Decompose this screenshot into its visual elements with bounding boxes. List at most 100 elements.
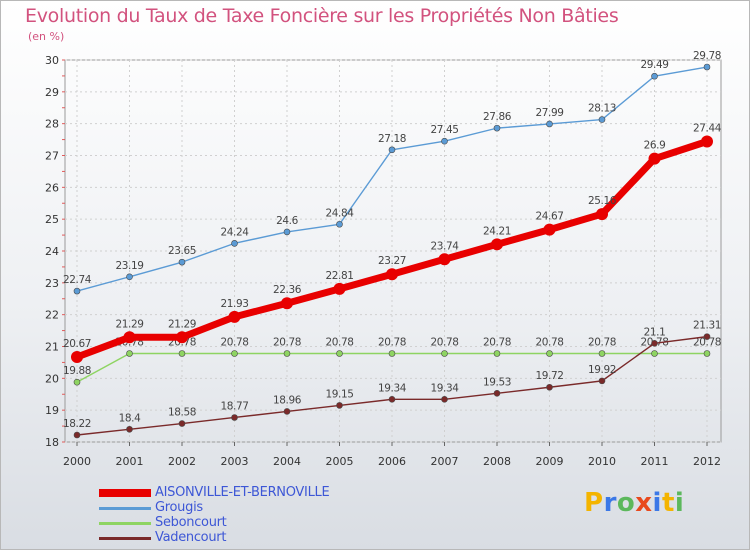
data-label: 26.9 — [644, 140, 666, 152]
y-tick-label: 26 — [45, 181, 59, 194]
logo-letter: t — [661, 488, 675, 518]
data-label: 19.15 — [325, 388, 353, 400]
data-label: 20.78 — [483, 337, 511, 349]
legend-item: AISONVILLE-ET-BERNOVILLE — [99, 485, 379, 501]
data-point — [178, 420, 186, 427]
data-label: 18.96 — [273, 394, 302, 406]
y-tick-label: 22 — [45, 309, 59, 322]
data-label: 20.78 — [378, 337, 406, 349]
data-point — [73, 431, 81, 439]
data-point — [231, 240, 238, 247]
data-label: 29.78 — [693, 50, 721, 62]
data-point — [598, 116, 606, 123]
logo-letter: P — [584, 488, 604, 518]
x-tick-label: 2003 — [221, 455, 249, 468]
data-point — [651, 72, 658, 80]
data-point — [493, 350, 501, 357]
data-point — [648, 152, 661, 165]
data-label: 27.44 — [693, 122, 722, 134]
data-point — [336, 220, 343, 228]
data-point — [231, 350, 238, 357]
x-tick-label: 2007 — [431, 455, 459, 468]
data-point — [438, 253, 451, 266]
logo-letter: x — [635, 488, 653, 518]
x-tick-label: 2010 — [588, 455, 616, 468]
data-point — [333, 282, 346, 295]
data-label: 24.21 — [483, 225, 511, 237]
legend-label: AISONVILLE-ET-BERNOVILLE — [155, 485, 330, 500]
data-point — [231, 414, 238, 421]
data-label: 19.34 — [430, 382, 459, 394]
data-point — [493, 124, 501, 132]
data-label: 25.16 — [588, 195, 617, 207]
legend-swatch — [99, 507, 151, 510]
data-point — [228, 310, 241, 323]
data-label: 23.27 — [378, 255, 406, 267]
data-point — [178, 258, 186, 266]
data-label: 27.45 — [430, 124, 458, 136]
y-tick-label: 27 — [45, 150, 59, 163]
y-tick-label: 18 — [45, 436, 59, 449]
data-point — [123, 331, 136, 344]
data-point — [126, 425, 133, 433]
legend-label: Seboncourt — [155, 515, 227, 530]
data-point — [73, 287, 81, 295]
y-tick-label: 30 — [45, 54, 59, 67]
legend-label: Vadencourt — [155, 530, 227, 545]
data-point — [441, 137, 448, 145]
data-label: 20.78 — [220, 337, 248, 349]
data-point — [336, 402, 343, 409]
data-point — [598, 350, 606, 357]
data-point — [491, 238, 503, 251]
data-point — [71, 351, 83, 364]
data-label: 19.88 — [63, 365, 91, 377]
data-point — [651, 340, 658, 347]
data-point — [651, 350, 658, 357]
x-tick-label: 2005 — [326, 455, 354, 468]
data-point — [546, 383, 553, 391]
data-label: 24.67 — [535, 211, 563, 223]
data-point — [598, 377, 606, 385]
data-label: 20.78 — [535, 337, 563, 349]
data-label: 29.49 — [640, 59, 668, 71]
data-label: 23.19 — [115, 260, 143, 272]
data-label: 22.36 — [273, 284, 302, 296]
y-tick-label: 24 — [45, 245, 59, 258]
legend-item: Vadencourt — [99, 530, 379, 546]
legend-swatch — [99, 522, 151, 525]
proxiti-logo: Proxiti — [584, 488, 684, 518]
y-tick-label: 28 — [45, 118, 59, 131]
data-point — [703, 350, 711, 357]
data-point — [178, 350, 186, 357]
x-tick-label: 2011 — [641, 455, 669, 468]
data-point — [596, 208, 608, 221]
data-label: 21.1 — [644, 326, 666, 338]
data-label: 23.65 — [168, 245, 196, 257]
data-label: 21.31 — [693, 320, 721, 332]
data-label: 24.84 — [325, 207, 354, 219]
data-label: 18.4 — [119, 412, 141, 424]
data-label: 20.78 — [273, 337, 301, 349]
data-label: 23.74 — [430, 240, 459, 252]
data-point — [388, 396, 396, 403]
data-label: 18.22 — [63, 418, 91, 430]
y-tick-label: 19 — [45, 404, 59, 417]
data-label: 21.93 — [220, 298, 248, 310]
data-label: 19.34 — [378, 382, 407, 394]
data-label: 20.67 — [63, 338, 91, 350]
data-point — [73, 378, 81, 386]
data-point — [336, 350, 343, 357]
legend-swatch — [99, 537, 151, 540]
data-label: 24.6 — [276, 215, 298, 227]
data-label: 27.99 — [535, 107, 563, 119]
y-tick-label: 25 — [45, 213, 59, 226]
data-point — [441, 350, 448, 357]
y-tick-label: 21 — [45, 341, 59, 354]
data-label: 19.53 — [483, 376, 511, 388]
data-label: 22.81 — [325, 270, 353, 282]
x-tick-label: 2001 — [116, 455, 144, 468]
data-label: 27.18 — [378, 133, 406, 145]
logo-letter: i — [674, 488, 685, 518]
data-point — [126, 350, 133, 357]
